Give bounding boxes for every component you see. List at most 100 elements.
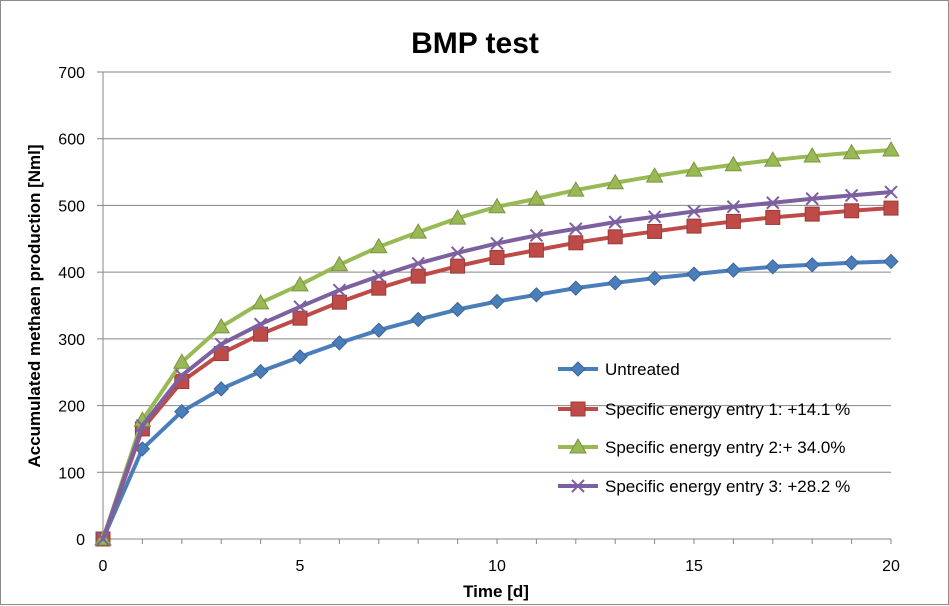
series-1-point-18	[804, 257, 820, 273]
series-3-point-19	[842, 143, 861, 160]
series-2-point-11	[528, 242, 544, 258]
series-4-point-10	[490, 236, 504, 251]
series-1-point-11	[528, 287, 545, 303]
series-4-point-19	[844, 188, 859, 203]
legend-label-4: Specific energy entry 3: +28.2 %	[605, 477, 850, 496]
series-2-point-6	[331, 294, 347, 310]
series-1-point-9	[449, 301, 466, 318]
y-tick-label-0: 0	[76, 532, 85, 549]
series-4-point-0	[96, 532, 110, 546]
series-2-point-9	[450, 258, 466, 274]
series-3-point-16	[724, 155, 743, 172]
series-4-point-9	[450, 246, 465, 260]
legend-swatch-marker-4	[571, 479, 585, 493]
y-tick-labels: 0 100 200 300 400 500 600 700	[58, 65, 85, 549]
x-axis-title: Time [d]	[463, 582, 529, 601]
series-2-point-19	[844, 203, 860, 219]
series-3-point-4	[251, 293, 270, 310]
series-1-point-6	[331, 335, 348, 351]
series-1-point-5	[292, 349, 308, 365]
legend-label-1: Untreated	[605, 360, 680, 379]
series-2-point-15	[686, 218, 702, 234]
series-2-point-12	[568, 235, 584, 251]
series-3-point-2	[172, 353, 191, 369]
x-tick-labels: 0 5 10 15 20	[99, 558, 900, 575]
series-4-point-6	[332, 283, 347, 297]
series-1-point-3	[213, 381, 229, 397]
series-4-point-2	[175, 368, 189, 383]
legend-entry-4: Specific energy entry 3: +28.2 %	[558, 477, 850, 496]
series-4-point-8	[411, 256, 425, 271]
x-tick-label-5: 5	[296, 558, 305, 575]
series-4-point-3	[214, 337, 228, 351]
series-4-point-16	[726, 200, 741, 214]
series-4-point-20	[884, 185, 898, 199]
series-1	[95, 253, 899, 547]
series-1-point-19	[843, 255, 860, 271]
series-1-point-14	[646, 270, 663, 286]
y-axis-title: Accumulated methaen production [Nml]	[25, 144, 44, 467]
series-3	[94, 141, 900, 546]
series-3-point-3	[212, 317, 231, 334]
series-2-point-18	[804, 206, 820, 222]
series-1-point-15	[686, 266, 702, 282]
legend-label-2: Specific energy entry 1: +14.1 %	[605, 400, 850, 419]
series-3-point-11	[527, 189, 546, 206]
series-4	[96, 185, 898, 546]
legend-swatch-marker-2	[570, 401, 586, 417]
y-tick-label-500: 500	[58, 198, 85, 215]
series-2-point-10	[489, 249, 505, 265]
series-1-point-20	[883, 253, 899, 270]
series-3-point-18	[803, 147, 822, 163]
series-2-point-16	[725, 213, 741, 229]
series-1-point-13	[607, 275, 623, 291]
series-1-point-4	[252, 363, 269, 380]
series-2-point-7	[371, 280, 387, 296]
series-1-point-10	[489, 293, 505, 310]
series-3-point-8	[409, 223, 428, 239]
series-4-point-5	[293, 300, 307, 314]
series-4-point-4	[253, 317, 268, 331]
series-3-point-13	[606, 173, 625, 190]
series-4-point-17	[766, 196, 780, 210]
x-tick-label-15: 15	[685, 558, 703, 575]
y-tick-label-600: 600	[58, 132, 85, 149]
x-tick-label-20: 20	[882, 558, 900, 575]
series-1-point-7	[371, 322, 387, 338]
y-tick-label-400: 400	[58, 265, 85, 282]
series-4-point-15	[687, 204, 701, 219]
series-1-point-12	[568, 280, 584, 296]
series-4-point-1	[135, 418, 150, 433]
x-tick-label-10: 10	[488, 558, 506, 575]
series-2-point-4	[253, 326, 269, 342]
series-4-point-18	[805, 192, 819, 206]
series-3-point-12	[566, 181, 585, 197]
series-4-point-12	[569, 222, 583, 236]
y-tick-label-100: 100	[58, 465, 85, 482]
series-2-point-8	[410, 268, 426, 284]
series-4-point-11	[529, 228, 544, 243]
series-3-point-10	[488, 197, 506, 214]
series-3-point-17	[763, 151, 782, 167]
series-4-point-7	[372, 269, 386, 283]
y-tick-label-200: 200	[58, 399, 85, 416]
series-3-point-7	[369, 237, 388, 254]
series-2-point-5	[292, 310, 308, 326]
series-2	[95, 200, 899, 547]
series-1-point-16	[725, 262, 742, 278]
legend-entry-2: Specific energy entry 1: +14.1 %	[558, 400, 850, 419]
series-3-point-6	[330, 255, 349, 272]
series-2-point-14	[647, 223, 663, 239]
legend-label-3: Specific energy entry 2:+ 34.0%	[605, 438, 846, 457]
y-tick-label-300: 300	[58, 332, 85, 349]
chart-title: BMP test	[411, 27, 539, 60]
legend-entry-3: Specific energy entry 2:+ 34.0%	[558, 437, 846, 457]
series-2-point-17	[765, 209, 781, 225]
legend-swatch-marker-3	[569, 437, 587, 454]
axes	[97, 71, 892, 544]
series-1-point-17	[765, 259, 781, 275]
x-tick-label-0: 0	[99, 558, 108, 575]
series-4-point-14	[647, 210, 662, 224]
series-3-point-14	[645, 167, 664, 183]
